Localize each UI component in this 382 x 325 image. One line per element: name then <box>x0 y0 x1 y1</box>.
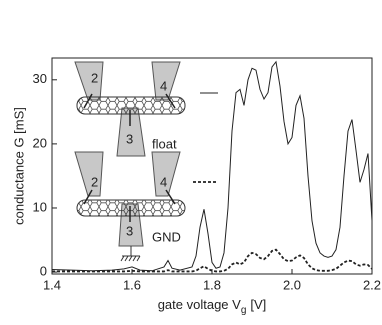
electrode-label: 4 <box>160 78 167 93</box>
inset-float: 2 4 3 float <box>74 61 186 157</box>
x-axis-label: gate voltage Vg [V] <box>158 297 267 315</box>
nanotube <box>76 199 186 217</box>
electrode-label: 2 <box>91 174 98 189</box>
y-tick-label: 10 <box>33 199 47 214</box>
electrode-label: 3 <box>126 131 133 146</box>
ground-symbol <box>120 246 141 262</box>
x-tick-label: 2.0 <box>283 277 301 292</box>
nanotube <box>76 96 186 115</box>
inset-gnd: 2 4 3 GND <box>74 151 186 262</box>
y-tick-label: 0 <box>40 264 47 279</box>
x-tick-label: 1.4 <box>43 277 61 292</box>
electrode-label: 2 <box>91 70 98 85</box>
inset-mode: float <box>152 136 177 151</box>
arrow <box>83 93 176 126</box>
y-tick-label: 30 <box>33 71 47 86</box>
x-tick-label: 1.8 <box>203 277 221 292</box>
x-axis-label-sub: g <box>241 305 247 316</box>
data-line <box>51 60 373 272</box>
arrow <box>83 189 176 222</box>
x-tick-label: 1.6 <box>123 277 141 292</box>
inset-mode: GND <box>152 229 181 244</box>
electrode <box>74 151 104 197</box>
x-tick-label: 2.2 <box>363 277 381 292</box>
electrode-label: 3 <box>126 223 133 238</box>
y-tick-label: 20 <box>33 135 47 150</box>
data-line <box>52 248 373 273</box>
y-axis-label: conductance G [mS] <box>11 107 26 225</box>
electrode-label: 4 <box>160 174 167 189</box>
electrode <box>74 61 104 101</box>
x-axis-label-unit: [V] <box>250 297 266 312</box>
electrode <box>151 151 181 197</box>
x-axis-label-main: gate voltage V <box>158 297 241 312</box>
